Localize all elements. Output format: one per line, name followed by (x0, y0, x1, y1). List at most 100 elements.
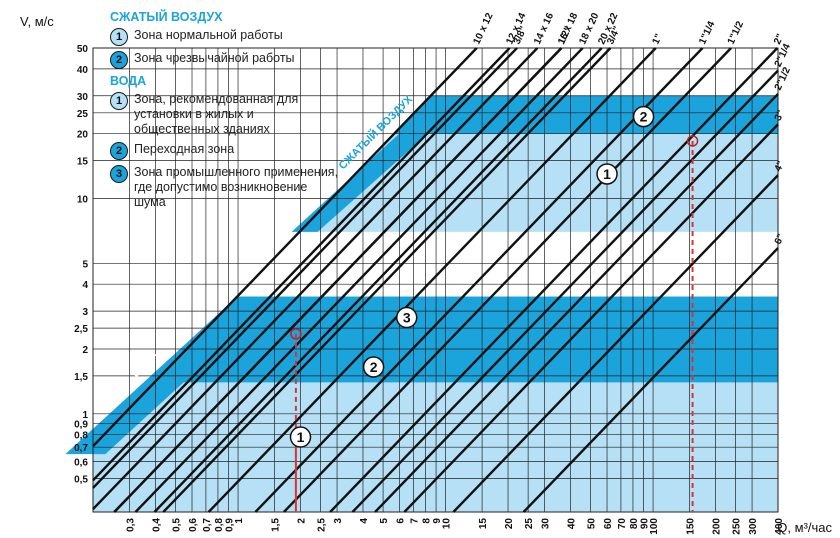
zone-badge: 2 (110, 51, 128, 69)
y-tick-label: 2,5 (74, 324, 88, 335)
x-tick-label: 70 (617, 518, 628, 530)
pipe-line (162, 47, 612, 513)
pipe-line (283, 47, 732, 513)
reference-point (686, 135, 699, 147)
x-tick-label: 90 (640, 518, 651, 530)
pipe-line (134, 47, 584, 513)
pipe-label: 3" (773, 108, 787, 122)
pipe-line (92, 47, 539, 510)
y-tick-label: 40 (77, 65, 89, 76)
plot-frame (92, 47, 779, 513)
x-tick-label: 15 (478, 518, 489, 530)
legend: СЖАТЫЙ ВОЗДУХ 1 Зона нормальной работы 2… (110, 8, 340, 215)
y-tick-label: 0,8 (74, 431, 88, 442)
pipe-label: 2" (772, 32, 786, 46)
zone-badge: 1 (110, 28, 128, 46)
x-tick-label: 300 (748, 518, 759, 535)
x-tick-label: 400 (774, 518, 785, 535)
zone-marker-label: 1 (603, 166, 611, 182)
y-tick-label: 10 (77, 195, 89, 206)
y-tick-label: 0,6 (74, 458, 88, 469)
pipe-line (452, 174, 779, 513)
pipe-label: 14 x 16 (532, 11, 556, 46)
zone-marker (362, 356, 385, 378)
x-tick-label: 1,5 (271, 518, 282, 532)
pipe-line (153, 47, 603, 513)
y-tick-label: 4 (82, 280, 88, 291)
y-tick-label: 0,7 (74, 443, 88, 454)
legend-item: 2 Переходная зона (110, 142, 340, 160)
legend-item-text: Зона чрезвычайной работы (134, 51, 295, 65)
pipe-line (403, 123, 779, 513)
pipe-lines (92, 47, 779, 513)
x-tick-label: 50 (587, 518, 598, 530)
pipe-label: 10 x 12 (471, 11, 495, 46)
water-zone-3 (199, 296, 778, 336)
legend-item-text: Зона промышленного применения, где допус… (134, 165, 339, 209)
x-tick-label: 4 (359, 518, 370, 524)
x-tick-label: 10 (442, 518, 453, 530)
x-axis-title: Q, м³/час (777, 520, 832, 535)
x-tick-label: 0,9 (225, 518, 236, 532)
y-tick-label: 2 (82, 345, 88, 356)
x-tick-label: 30 (541, 518, 552, 530)
zone-badge: 2 (110, 142, 128, 160)
zone-badge: 1 (110, 92, 128, 110)
x-tick-label: 60 (603, 518, 614, 530)
x-tick-label: 6 (396, 518, 407, 524)
x-tick-label: 0,5 (172, 518, 183, 532)
legend-item-text: Переходная зона (134, 142, 235, 156)
pipe-label: 1"1/2 (726, 19, 746, 46)
y-tick-label: 0,5 (74, 475, 88, 486)
pipe-label: 1"1/4 (697, 19, 717, 46)
zone-marker-label: 2 (640, 109, 648, 125)
x-tick-label: 150 (686, 518, 697, 535)
air-zone-1 (299, 133, 778, 232)
y-tick-label: 50 (77, 44, 89, 55)
x-tick-label: 0,8 (214, 518, 225, 532)
zone-markers: 2 1 3 2 1 (289, 105, 655, 448)
x-tick-label: 20 (504, 518, 515, 530)
zone-marker (596, 163, 618, 185)
x-tick-label: 3 (333, 518, 344, 524)
pipe-label: 2"1/4 (773, 42, 793, 69)
x-tick-label: 2 (297, 518, 308, 524)
pipe-line (92, 47, 511, 482)
x-tick-label: 2,5 (317, 518, 328, 532)
pipe-label: 6" (773, 232, 787, 246)
legend-item-text: Зона нормальной работы (134, 28, 283, 42)
pipe-label: 1" (651, 32, 665, 46)
air-label-strip (291, 95, 471, 232)
x-tick-label: 200 (712, 518, 723, 535)
pipe-line (113, 47, 563, 513)
reference-point (290, 328, 302, 340)
y-tick-label: 20 (77, 130, 89, 141)
pipe-line (207, 47, 657, 513)
pipe-line (254, 47, 704, 513)
y-tick-label: 15 (77, 157, 89, 168)
x-tick-label: 25 (524, 518, 535, 530)
x-tick-label: 9 (432, 518, 443, 524)
air-zone-2 (394, 95, 778, 134)
y-tick-label: 1,5 (74, 372, 88, 383)
x-tick-label: 0,4 (151, 518, 162, 532)
pipe-line (351, 69, 779, 513)
y-tick-label: 25 (77, 109, 89, 120)
x-tick-label: 0,7 (202, 518, 213, 532)
y-tick-label: 5 (82, 259, 88, 270)
legend-item-text: Зона, рекомендованная для установки в жи… (134, 92, 299, 136)
zone-marker (289, 426, 312, 448)
x-tick-labels: 0,3 0,4 0,5 0,6 0,7 0,8 0,91 1,5 2 2,5 3 4 5 6 7 8 910 15… (126, 518, 785, 535)
legend-item: 1 Зона нормальной работы (110, 28, 340, 46)
x-tick-label: 7 (409, 518, 420, 524)
x-tick-label: 8 (421, 518, 432, 524)
x-tick-label: 5 (379, 518, 390, 524)
pipe-label: 2"1/2 (773, 65, 793, 92)
pipe-label: 4" (773, 159, 787, 173)
y-tick-labels: 0,5 0,6 0,70,80,91 1,5 2 2,5 3 4 5 10 15 20 25 30 40 50 (74, 44, 88, 486)
y-axis-title: V, м/с (20, 14, 54, 29)
y-tick-label: 1 (82, 410, 88, 421)
zone-marker-label: 2 (370, 359, 378, 375)
zone-marker-label: 3 (403, 310, 411, 326)
